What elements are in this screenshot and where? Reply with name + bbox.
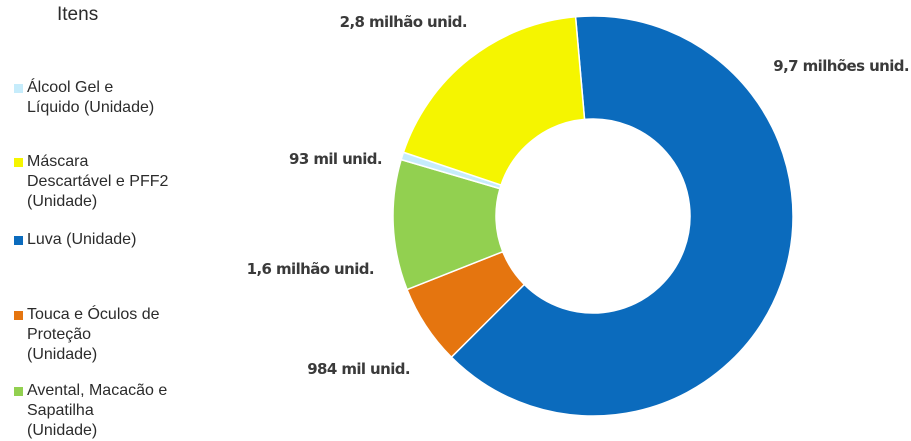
legend-title: Itens bbox=[57, 4, 99, 25]
data-label: 93 mil unid. bbox=[289, 150, 382, 168]
legend-label: Luva (Unidade) bbox=[27, 231, 137, 248]
legend-label: Máscara Descartável e PFF2 (Unidade) bbox=[27, 153, 169, 210]
chart-legend: Itens Álcool Gel e Líquido (Unidade) Másc… bbox=[14, 0, 239, 439]
legend-item: Touca e Óculos de Proteção (Unidade) bbox=[14, 305, 239, 365]
data-label: 2,8 milhão unid. bbox=[340, 13, 467, 31]
donut-slice bbox=[450, 15, 794, 417]
data-labels: 93 mil unid. 2,8 milhão unid. 9,7 milhões … bbox=[247, 13, 910, 378]
legend-swatch bbox=[14, 84, 23, 93]
data-label: 1,6 milhão unid. bbox=[247, 260, 374, 278]
legend-item: Luva (Unidade) bbox=[14, 230, 239, 250]
legend-label: Álcool Gel e Líquido (Unidade) bbox=[27, 79, 155, 116]
legend-label: Touca e Óculos de Proteção (Unidade) bbox=[27, 306, 160, 363]
donut-slice bbox=[402, 15, 586, 187]
legend-swatch bbox=[14, 158, 23, 167]
data-label: 984 mil unid. bbox=[307, 360, 410, 378]
legend-swatch bbox=[14, 236, 23, 245]
legend-label: Avental, Macacão e Sapatilha (Unidade) bbox=[27, 382, 168, 439]
legend-swatch bbox=[14, 387, 23, 396]
legend-item: Álcool Gel e Líquido (Unidade) bbox=[14, 78, 239, 118]
legend-item: Máscara Descartável e PFF2 (Unidade) bbox=[14, 152, 239, 212]
data-label: 9,7 milhões unid. bbox=[773, 57, 909, 75]
legend-swatch bbox=[14, 311, 23, 320]
donut-slices bbox=[392, 15, 794, 417]
legend-item: Avental, Macacão e Sapatilha (Unidade) bbox=[14, 381, 239, 441]
